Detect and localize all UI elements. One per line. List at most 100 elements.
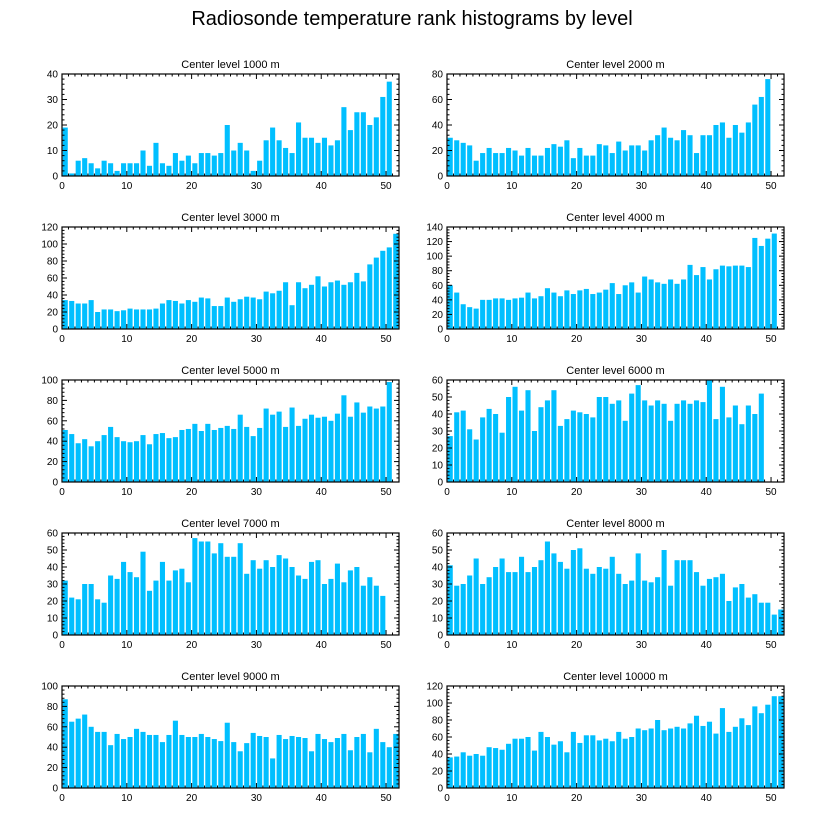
bar [739,718,745,788]
bar [674,403,680,482]
bar [179,734,185,788]
y-tick-label: 60 [47,722,59,733]
bar [88,446,94,482]
bar [95,312,101,329]
bar [778,609,784,635]
bar [179,160,185,176]
bar [250,436,256,482]
x-tick-label: 30 [251,640,263,651]
bar [531,155,538,176]
y-tick-label: 20 [47,121,59,132]
bar [263,408,269,482]
y-tick-label: 80 [432,70,444,81]
bar [62,127,68,176]
bar [499,558,505,635]
bar [661,403,667,482]
bar [480,584,486,635]
bar [687,723,693,788]
bar [765,79,771,176]
bar [386,382,392,482]
bar [82,303,88,329]
bar [308,751,315,788]
x-tick-label: 10 [506,793,518,804]
bar [360,112,366,176]
bar [192,423,198,482]
bar [732,726,738,788]
bar [179,568,185,635]
y-tick-label: 60 [47,274,59,285]
bar [486,147,492,176]
x-tick-label: 20 [186,640,198,651]
bar [635,553,641,635]
bar [752,237,758,329]
bar [622,420,628,482]
bar [244,573,250,635]
y-tick-label: 80 [47,702,59,713]
bar [460,410,466,482]
bar [367,125,373,176]
bar [771,696,777,788]
y-tick-label: 40 [47,563,59,574]
bar [758,96,764,176]
bar [557,561,563,635]
x-tick-label: 30 [636,640,648,651]
bar [635,385,641,482]
bar [726,417,732,482]
bar [506,397,512,482]
bar [551,744,557,788]
bar [616,731,622,788]
x-tick-label: 40 [316,181,328,192]
bar [393,733,399,788]
bar [609,741,615,788]
bar [367,264,373,329]
bar [557,296,563,329]
bar [603,289,609,329]
bar [447,137,453,176]
bar [347,750,353,788]
x-tick-label: 50 [380,334,392,345]
bar [354,567,360,635]
y-tick-label: 40 [432,121,444,132]
bar [518,155,525,176]
y-tick-label: 40 [47,70,59,81]
y-tick-label: 50 [47,546,59,557]
bar [531,750,538,788]
bar [360,585,366,635]
bar [467,755,473,788]
bar [564,568,570,635]
histogram-panel-8: Center level 8000 m 0 10 20 30 40 50 0 10 20 30 40 5… [432,518,785,651]
bar [146,165,153,176]
bar [732,265,738,329]
bar [250,560,256,635]
bar [693,153,700,176]
bar [224,297,230,329]
bar [473,308,479,329]
panel-title: Center level 2000 m [566,59,664,71]
bar [276,734,282,788]
bar [713,577,719,635]
bar [205,153,211,176]
bar [447,436,453,482]
bar [185,155,191,176]
x-tick-label: 0 [444,793,450,804]
bar [296,282,302,329]
y-tick-label: 0 [52,478,58,489]
bar [315,560,321,635]
x-tick-label: 30 [636,487,648,498]
bar [218,306,224,329]
bar [577,290,583,329]
bar [101,731,107,788]
bar [114,311,120,329]
bar [655,135,661,176]
bar [551,390,557,482]
bar [198,431,204,482]
bar [512,298,518,329]
bar [82,584,88,635]
bar [739,132,745,176]
x-tick-label: 20 [571,334,583,345]
y-tick-label: 20 [432,767,444,778]
bar [642,730,648,788]
bar [386,81,392,176]
bar [159,303,165,329]
bar [681,728,687,788]
